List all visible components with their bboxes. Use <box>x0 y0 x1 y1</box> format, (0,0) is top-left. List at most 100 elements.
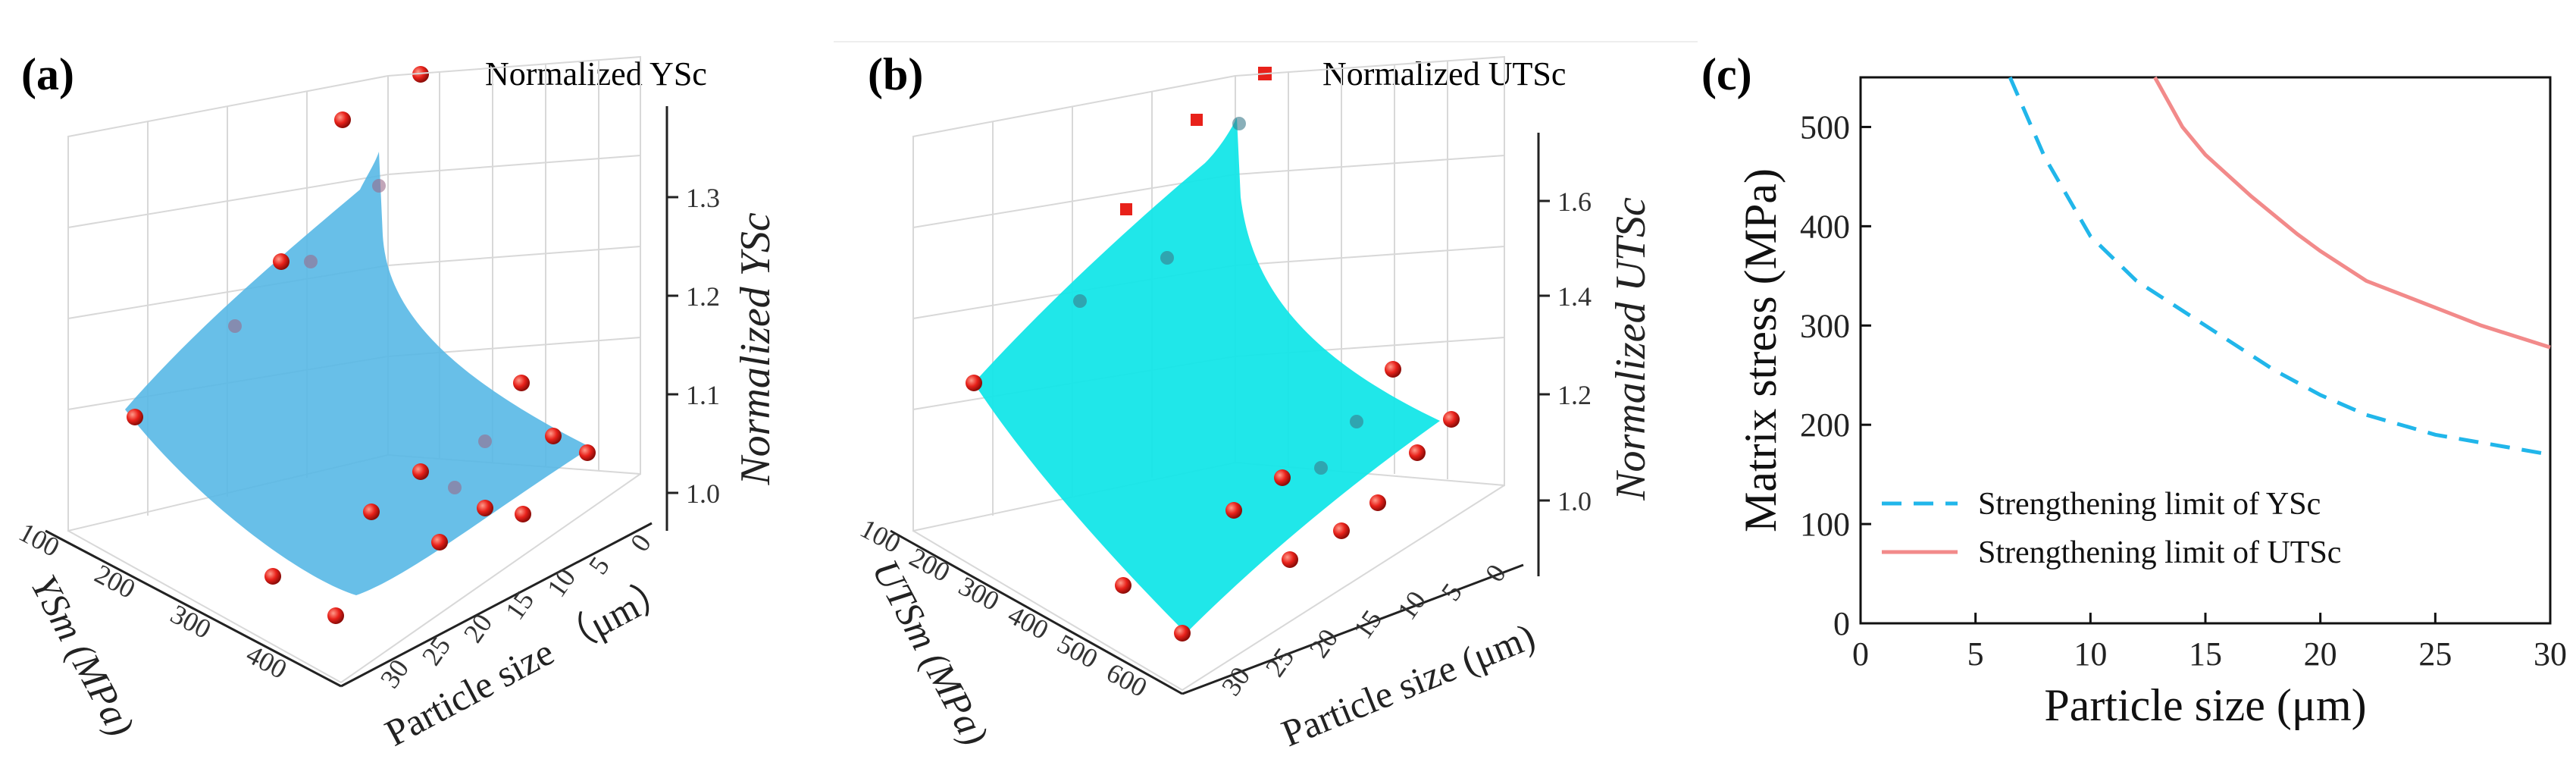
panel-b-point <box>1350 415 1363 428</box>
panel-c-legend-text: Strengthening limit of YSc <box>1978 487 2321 522</box>
panel-a-points <box>127 111 596 624</box>
ysc-limit-line <box>2008 77 2551 456</box>
panel-a: (a) Normalized YSc <box>14 49 779 754</box>
panel-c: (c) 0 5 10 15 20 25 300100200300400500Particle… <box>1701 49 2567 730</box>
panel-c-label: (c) <box>1701 49 1752 99</box>
panel-a-xtick-label: 200 <box>90 558 140 604</box>
panel-a-point <box>431 534 448 551</box>
panel-b-ztick-label: 1.6 <box>1557 187 1592 217</box>
panel-a-point <box>334 111 351 128</box>
panel-c-xtick-label: 20 <box>2304 635 2337 673</box>
panel-a-ytick-label: 5 <box>583 551 615 580</box>
panel-a-point <box>579 444 596 461</box>
panel-b-ytick-label: 0 <box>1479 559 1512 588</box>
panel-a-point <box>372 179 386 193</box>
panel-a-point <box>273 253 290 270</box>
panel-b-ztick-label: 1.0 <box>1557 486 1592 516</box>
panel-b-xtick-label: 300 <box>954 570 1004 616</box>
panel-c-xtick-label: 30 <box>2534 635 2567 673</box>
panel-b: (b) Normalized UTSc <box>834 41 1698 754</box>
panel-c-xlabel: Particle size (μm) <box>2044 680 2366 730</box>
panel-a-point <box>264 568 281 585</box>
panel-a-point <box>304 255 318 268</box>
panel-a-ytick-label: 20 <box>458 608 498 648</box>
panel-a-ytick-label: 30 <box>374 654 415 693</box>
panel-b-xtick-label: 100 <box>856 513 906 559</box>
panel-a-label: (a) <box>21 49 74 99</box>
panel-c-ytick-label: 400 <box>1800 208 1850 245</box>
panel-a-point <box>477 500 493 516</box>
panel-c-ytick-label: 500 <box>1800 108 1850 146</box>
panel-a-ztick-label: 1.2 <box>686 281 720 312</box>
panel-b-zticks: 1.0 1.2 1.4 1.6 <box>1538 187 1592 516</box>
panel-c-xtick-label: 0 <box>1852 635 1869 673</box>
panel-c-xtick-label: 10 <box>2074 635 2107 673</box>
panel-a-xtick-label: 300 <box>166 598 216 645</box>
panel-b-ztick-label: 1.2 <box>1557 380 1592 410</box>
panel-a-axes <box>45 106 668 688</box>
panel-b-point <box>1385 361 1401 378</box>
panel-c-xtick-label: 5 <box>1967 635 1984 673</box>
panel-b-xtick-label: 600 <box>1102 657 1152 703</box>
panel-a-ytick-label: 0 <box>624 529 657 557</box>
panel-a-point <box>228 319 242 333</box>
panel-c-ylabel: Matrix stress (MPa) <box>1736 168 1786 532</box>
panel-c-ytick-label: 100 <box>1800 506 1850 543</box>
panel-a-legend-text: Normalized YSc <box>485 55 707 93</box>
panel-b-point <box>966 375 982 391</box>
panel-b-ytick-label: 25 <box>1260 642 1300 682</box>
panel-b-surface <box>974 118 1440 633</box>
panel-b-ytick-label: 10 <box>1391 585 1432 625</box>
panel-b-label: (b) <box>868 49 923 99</box>
panel-a-point <box>363 504 380 520</box>
panel-b-ytick-label: 20 <box>1304 623 1344 663</box>
panel-a-zticks: 1.0 1.1 1.2 1.3 <box>667 183 720 509</box>
panel-c-xtick-label: 15 <box>2189 635 2222 673</box>
panel-c-legend-text: Strengthening limit of UTSc <box>1978 535 2341 570</box>
panel-a-ylabel: Particle size （μm） <box>378 567 680 754</box>
utsc-limit-line <box>2153 76 2551 350</box>
panel-a-ytick-label: 10 <box>541 563 581 602</box>
panel-a-point <box>448 481 462 494</box>
panel-a-surface <box>125 152 591 595</box>
panel-b-point <box>1120 203 1132 215</box>
panel-a-ytick-label: 25 <box>416 631 456 670</box>
panel-a-xtick-label: 100 <box>14 516 64 563</box>
panel-b-point <box>1073 294 1087 308</box>
panel-b-point <box>1369 494 1386 511</box>
panel-b-point <box>1115 577 1131 594</box>
panel-b-point <box>1282 551 1298 568</box>
panel-b-point <box>1409 444 1426 461</box>
panel-b-axes <box>890 133 1540 695</box>
panel-a-ytick-label: 15 <box>499 585 540 625</box>
panel-b-ytick-label: 5 <box>1435 578 1468 607</box>
panel-c-ytick-label: 300 <box>1800 307 1850 344</box>
panel-b-ztick-label: 1.4 <box>1557 281 1592 312</box>
panel-b-point <box>1314 461 1328 475</box>
panel-c-xtick-label: 25 <box>2418 635 2452 673</box>
panel-a-point <box>478 434 492 448</box>
panel-b-xtick-label: 400 <box>1003 599 1053 645</box>
panel-b-point <box>1174 625 1191 642</box>
panel-b-points <box>966 114 1460 642</box>
panel-b-xtick-label: 500 <box>1053 628 1103 674</box>
panel-a-point <box>127 409 143 425</box>
panel-a-point <box>545 428 562 444</box>
panel-b-point <box>1274 469 1291 486</box>
panel-b-point <box>1232 117 1246 130</box>
panel-a-zlabel: Normalized YSc <box>732 212 779 485</box>
panel-a-ztick-label: 1.1 <box>686 380 720 410</box>
panel-a-xtick-label: 400 <box>242 638 292 685</box>
panel-a-legend-marker <box>412 66 429 83</box>
panel-b-ytick-label: 15 <box>1347 604 1388 644</box>
panel-b-point <box>1333 522 1350 539</box>
panel-a-point <box>515 506 531 522</box>
panel-c-ytick-label: 200 <box>1800 406 1850 444</box>
panel-b-point <box>1160 251 1174 265</box>
panel-b-point <box>1443 411 1460 428</box>
panel-b-zlabel: Normalized UTSc <box>1607 197 1654 501</box>
panel-a-point <box>412 463 429 480</box>
panel-b-point <box>1225 502 1242 519</box>
